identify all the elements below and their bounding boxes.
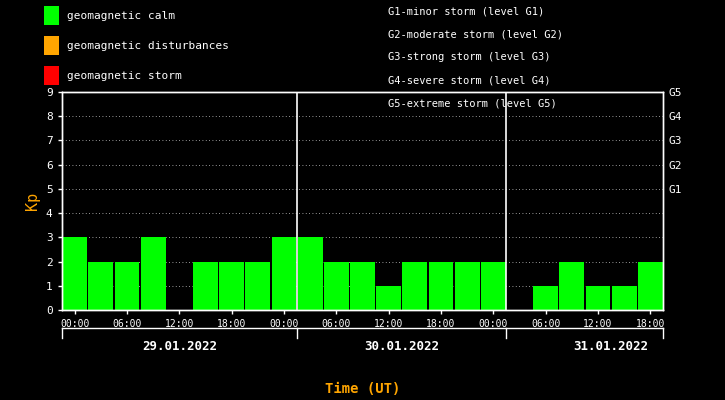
Bar bbox=[272, 237, 297, 310]
Text: Time (UT): Time (UT) bbox=[325, 382, 400, 396]
Text: geomagnetic storm: geomagnetic storm bbox=[67, 70, 181, 81]
Text: G1-minor storm (level G1): G1-minor storm (level G1) bbox=[388, 6, 544, 16]
Bar bbox=[533, 286, 558, 310]
Text: geomagnetic calm: geomagnetic calm bbox=[67, 11, 175, 20]
Y-axis label: Kp: Kp bbox=[25, 192, 41, 210]
Bar bbox=[455, 262, 479, 310]
Bar bbox=[193, 262, 218, 310]
Bar bbox=[246, 262, 270, 310]
Text: G2-moderate storm (level G2): G2-moderate storm (level G2) bbox=[388, 29, 563, 39]
Text: G3-strong storm (level G3): G3-strong storm (level G3) bbox=[388, 52, 550, 62]
Bar bbox=[62, 237, 87, 310]
Text: geomagnetic disturbances: geomagnetic disturbances bbox=[67, 41, 228, 51]
Bar bbox=[376, 286, 401, 310]
Bar bbox=[586, 286, 610, 310]
Bar bbox=[350, 262, 375, 310]
Bar bbox=[481, 262, 506, 310]
Bar bbox=[560, 262, 584, 310]
Bar bbox=[219, 262, 244, 310]
Text: 29.01.2022: 29.01.2022 bbox=[142, 340, 217, 352]
Text: G4-severe storm (level G4): G4-severe storm (level G4) bbox=[388, 76, 550, 86]
Bar bbox=[141, 237, 165, 310]
Text: G5-extreme storm (level G5): G5-extreme storm (level G5) bbox=[388, 99, 557, 109]
Bar bbox=[428, 262, 453, 310]
Bar bbox=[324, 262, 349, 310]
Bar bbox=[612, 286, 637, 310]
Bar bbox=[115, 262, 139, 310]
Text: 31.01.2022: 31.01.2022 bbox=[573, 340, 649, 352]
Bar bbox=[638, 262, 663, 310]
Bar bbox=[298, 237, 323, 310]
Bar bbox=[88, 262, 113, 310]
Text: 30.01.2022: 30.01.2022 bbox=[364, 340, 439, 352]
Bar bbox=[402, 262, 427, 310]
